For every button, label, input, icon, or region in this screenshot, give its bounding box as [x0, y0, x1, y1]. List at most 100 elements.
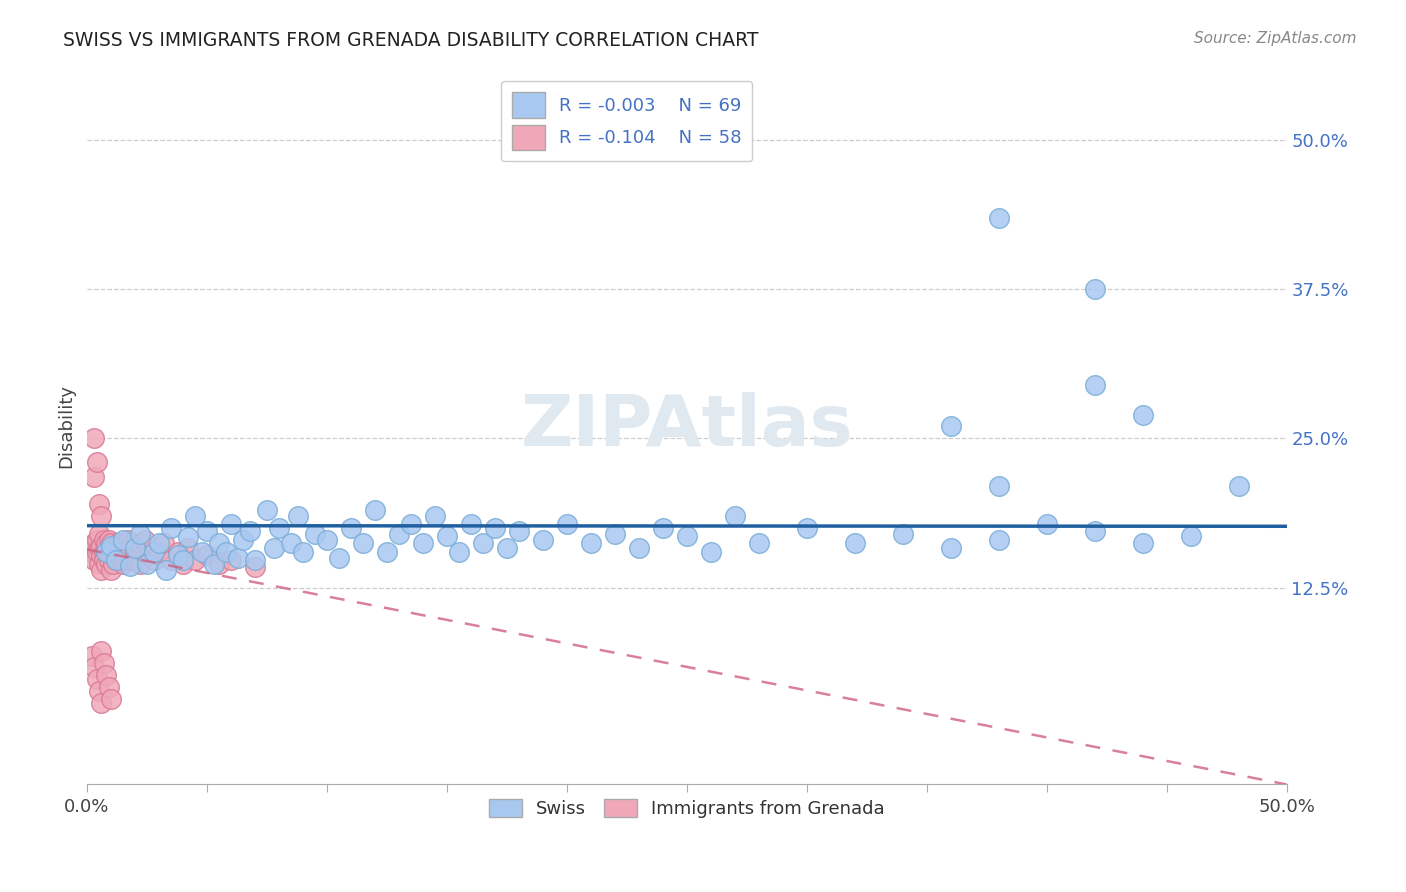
Point: [256, 503, 278, 517]
Point: [340, 521, 363, 535]
Point: [148, 545, 170, 559]
Point: [128, 557, 150, 571]
Point: [239, 524, 262, 539]
Point: [167, 545, 190, 559]
Point: [87, 497, 110, 511]
Text: SWISS VS IMMIGRANTS FROM GRENADA DISABILITY CORRELATION CHART: SWISS VS IMMIGRANTS FROM GRENADA DISABIL…: [63, 31, 759, 50]
Point: [90, 508, 112, 523]
Point: [1084, 524, 1107, 539]
Point: [796, 521, 818, 535]
Point: [110, 553, 132, 567]
Point: [291, 545, 314, 559]
Point: [97, 680, 120, 694]
Legend: Swiss, Immigrants from Grenada: Swiss, Immigrants from Grenada: [482, 792, 891, 825]
Point: [1084, 377, 1107, 392]
Point: [651, 521, 673, 535]
Point: [90, 563, 112, 577]
Point: [103, 557, 125, 571]
Point: [87, 557, 110, 571]
Point: [267, 521, 290, 535]
Point: [111, 545, 134, 559]
Point: [388, 526, 411, 541]
Point: [287, 508, 309, 523]
Point: [80, 545, 103, 559]
Point: [120, 559, 142, 574]
Point: [104, 553, 127, 567]
Point: [627, 541, 650, 556]
Point: [93, 553, 115, 567]
Point: [97, 545, 120, 559]
Point: [177, 541, 200, 556]
Point: [143, 545, 166, 559]
Point: [90, 644, 112, 658]
Point: [195, 524, 218, 539]
Point: [675, 529, 697, 543]
Point: [447, 545, 470, 559]
Point: [97, 553, 120, 567]
Point: [939, 419, 962, 434]
Point: [724, 508, 747, 523]
Point: [107, 536, 129, 550]
Point: [195, 549, 218, 563]
Point: [114, 536, 136, 550]
Point: [100, 536, 122, 550]
Point: [172, 553, 194, 567]
Point: [1180, 529, 1202, 543]
Point: [352, 536, 374, 550]
Point: [531, 533, 554, 547]
Point: [136, 557, 159, 571]
Point: [86, 673, 108, 687]
Point: [96, 667, 118, 681]
Point: [83, 553, 105, 567]
Point: [90, 696, 112, 710]
Point: [96, 545, 118, 559]
Point: [111, 557, 134, 571]
Point: [87, 684, 110, 698]
Point: [263, 541, 285, 556]
Point: [111, 533, 134, 547]
Point: [114, 553, 136, 567]
Point: [152, 536, 174, 550]
Point: [93, 545, 115, 559]
Point: [939, 541, 962, 556]
Point: [280, 536, 302, 550]
Text: Source: ZipAtlas.com: Source: ZipAtlas.com: [1194, 31, 1357, 46]
Point: [208, 557, 231, 571]
Point: [83, 431, 105, 445]
Point: [208, 536, 231, 550]
Point: [90, 549, 112, 563]
Point: [1227, 479, 1250, 493]
Point: [143, 553, 166, 567]
Point: [844, 536, 866, 550]
Point: [120, 541, 142, 556]
Point: [412, 536, 434, 550]
Point: [471, 536, 494, 550]
Point: [87, 526, 110, 541]
Point: [226, 550, 249, 565]
Point: [167, 549, 190, 563]
Point: [117, 545, 139, 559]
Point: [83, 536, 105, 550]
Y-axis label: Disability: Disability: [58, 384, 75, 468]
Point: [87, 541, 110, 556]
Point: [191, 545, 214, 559]
Point: [219, 553, 242, 567]
Point: [96, 536, 118, 550]
Point: [508, 524, 530, 539]
Point: [104, 553, 127, 567]
Point: [100, 563, 122, 577]
Point: [184, 553, 207, 567]
Point: [134, 533, 156, 547]
Point: [1132, 408, 1154, 422]
Point: [155, 563, 177, 577]
Point: [128, 526, 150, 541]
Point: [124, 541, 146, 556]
Point: [316, 533, 339, 547]
Point: [124, 545, 146, 559]
Point: [86, 533, 108, 547]
Point: [700, 545, 723, 559]
Point: [243, 560, 266, 574]
Point: [202, 557, 225, 571]
Point: [1035, 517, 1057, 532]
Point: [215, 545, 238, 559]
